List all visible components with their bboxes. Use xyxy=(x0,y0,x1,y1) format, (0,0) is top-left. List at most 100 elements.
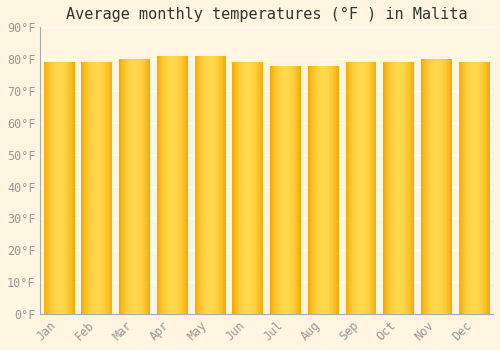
Bar xyxy=(449,59,450,314)
Bar xyxy=(314,65,315,314)
Bar xyxy=(110,62,111,314)
Bar xyxy=(119,59,120,314)
Bar xyxy=(237,62,238,314)
Bar xyxy=(489,62,490,314)
Bar xyxy=(97,62,98,314)
Bar xyxy=(220,56,221,314)
Bar xyxy=(288,65,290,314)
Bar xyxy=(475,62,476,314)
Bar xyxy=(196,56,197,314)
Bar xyxy=(221,56,222,314)
Bar xyxy=(284,65,285,314)
Bar xyxy=(84,62,86,314)
Bar xyxy=(177,56,178,314)
Bar xyxy=(334,65,335,314)
Bar xyxy=(181,56,182,314)
Bar xyxy=(326,65,327,314)
Bar xyxy=(435,59,436,314)
Bar xyxy=(290,65,291,314)
Bar xyxy=(368,62,370,314)
Bar xyxy=(232,62,233,314)
Bar xyxy=(471,62,472,314)
Bar xyxy=(387,62,388,314)
Bar xyxy=(207,56,208,314)
Bar xyxy=(407,62,408,314)
Bar xyxy=(134,59,136,314)
Bar xyxy=(60,62,62,314)
Bar xyxy=(317,65,318,314)
Bar xyxy=(256,62,257,314)
Bar xyxy=(100,62,101,314)
Bar xyxy=(311,65,312,314)
Bar xyxy=(397,62,398,314)
Bar xyxy=(432,59,434,314)
Bar xyxy=(278,65,280,314)
Bar xyxy=(123,59,124,314)
Bar xyxy=(365,62,366,314)
Bar xyxy=(244,62,246,314)
Bar xyxy=(225,56,226,314)
Bar xyxy=(102,62,103,314)
Bar xyxy=(132,59,133,314)
Bar xyxy=(210,56,211,314)
Bar xyxy=(47,62,48,314)
Bar xyxy=(277,65,278,314)
Bar xyxy=(357,62,358,314)
Bar xyxy=(427,59,428,314)
Bar xyxy=(49,62,50,314)
Bar xyxy=(120,59,122,314)
Bar xyxy=(99,62,100,314)
Bar xyxy=(404,62,405,314)
Bar xyxy=(158,56,159,314)
Bar xyxy=(167,56,168,314)
Bar xyxy=(217,56,218,314)
Bar xyxy=(82,62,83,314)
Bar xyxy=(222,56,223,314)
Bar xyxy=(64,62,66,314)
Bar xyxy=(212,56,213,314)
Bar xyxy=(57,62,58,314)
Bar xyxy=(337,65,338,314)
Bar xyxy=(46,62,47,314)
Bar xyxy=(386,62,387,314)
Bar xyxy=(56,62,57,314)
Bar xyxy=(62,62,63,314)
Bar xyxy=(45,62,46,314)
Bar xyxy=(160,56,161,314)
Bar xyxy=(484,62,485,314)
Bar xyxy=(384,62,385,314)
Bar xyxy=(360,62,361,314)
Bar xyxy=(137,59,138,314)
Bar xyxy=(320,65,321,314)
Bar xyxy=(485,62,486,314)
Bar xyxy=(72,62,73,314)
Bar xyxy=(164,56,166,314)
Bar xyxy=(163,56,164,314)
Bar xyxy=(280,65,281,314)
Bar xyxy=(211,56,212,314)
Bar xyxy=(238,62,240,314)
Bar xyxy=(396,62,397,314)
Bar xyxy=(73,62,74,314)
Bar xyxy=(44,62,45,314)
Bar xyxy=(315,65,316,314)
Bar xyxy=(318,65,320,314)
Bar xyxy=(92,62,93,314)
Bar xyxy=(90,62,92,314)
Bar xyxy=(178,56,180,314)
Bar xyxy=(464,62,465,314)
Bar xyxy=(472,62,474,314)
Bar xyxy=(86,62,87,314)
Bar xyxy=(127,59,128,314)
Bar xyxy=(412,62,414,314)
Bar xyxy=(430,59,431,314)
Bar xyxy=(273,65,274,314)
Bar xyxy=(248,62,250,314)
Bar xyxy=(441,59,442,314)
Bar xyxy=(128,59,129,314)
Bar xyxy=(270,65,271,314)
Bar xyxy=(198,56,200,314)
Bar xyxy=(200,56,201,314)
Bar xyxy=(208,56,210,314)
Bar xyxy=(313,65,314,314)
